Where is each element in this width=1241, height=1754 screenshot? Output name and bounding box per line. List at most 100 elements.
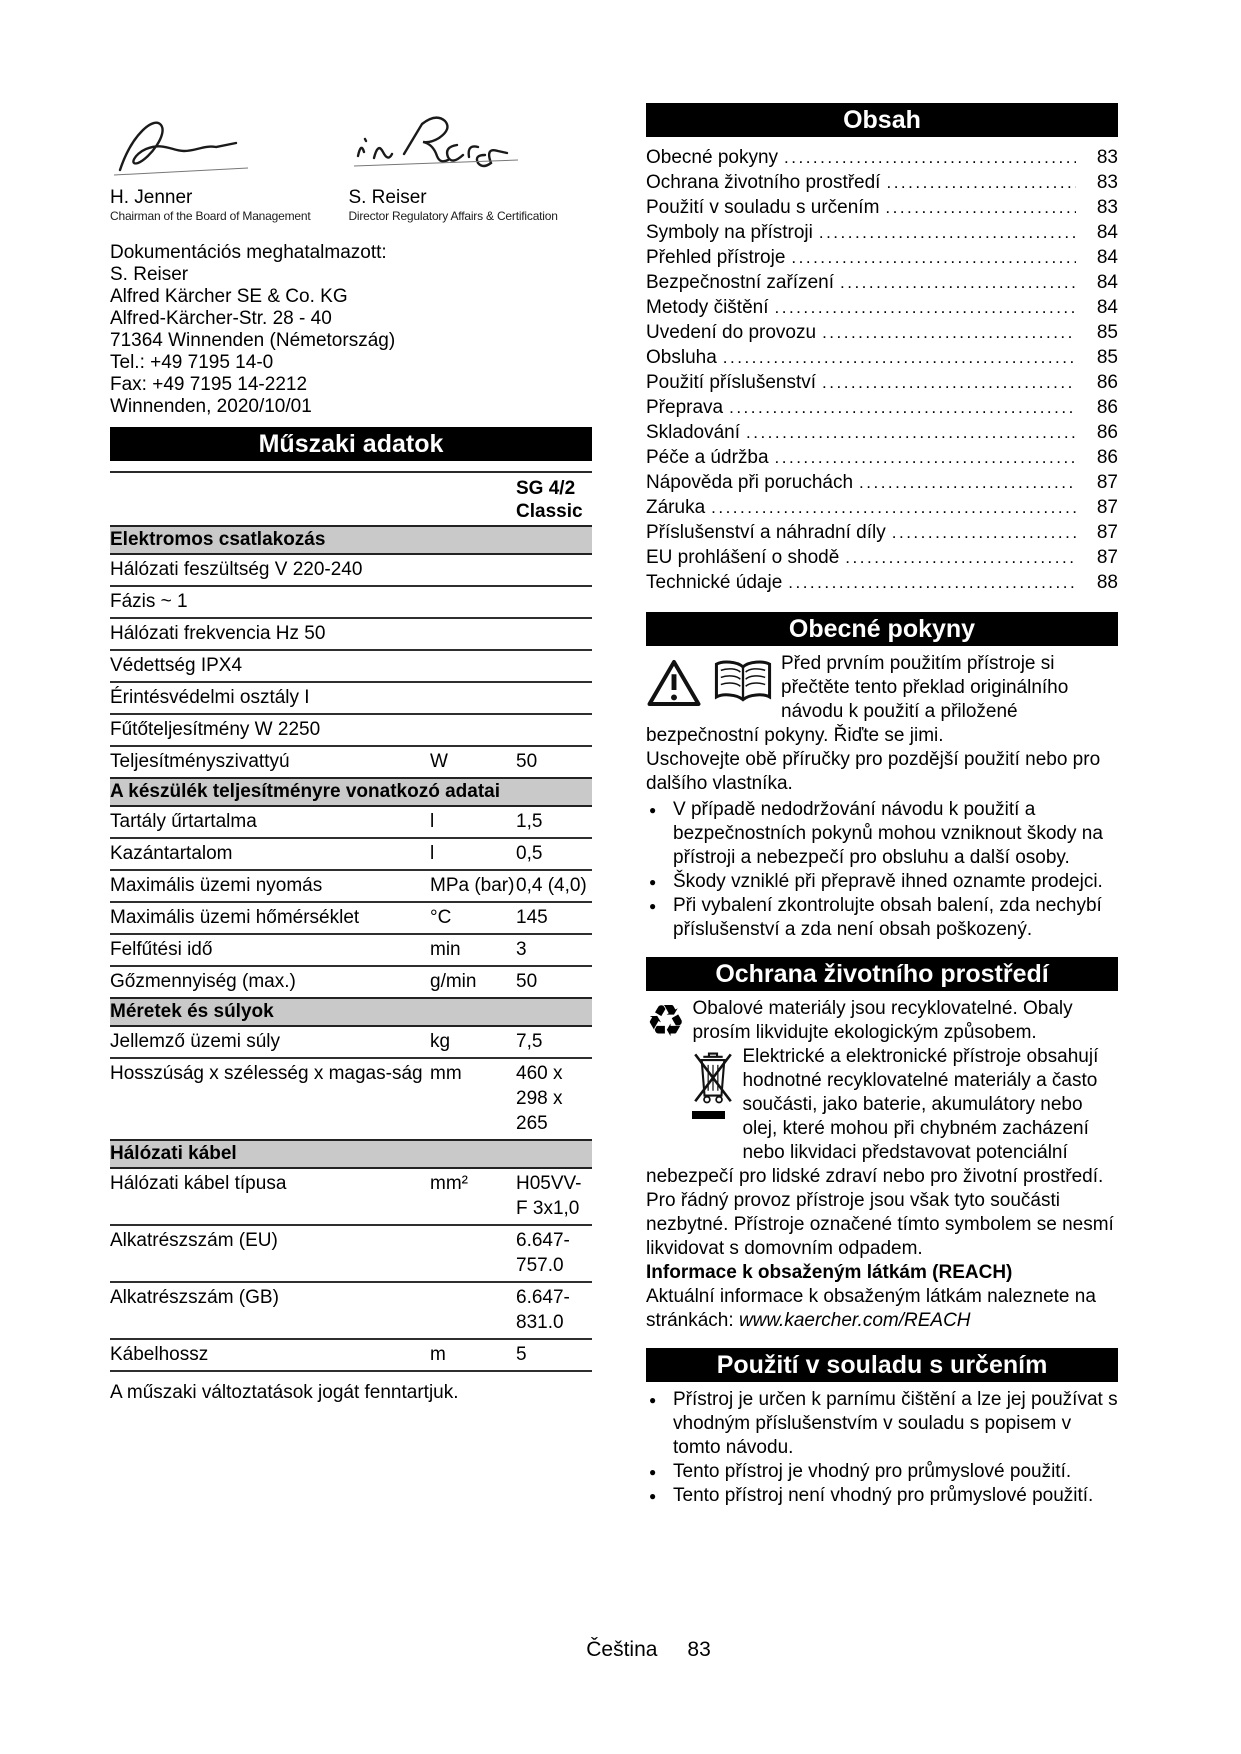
environment-header-bar: Ochrana životního prostředí xyxy=(646,957,1118,991)
toc-dot-leader xyxy=(729,398,1076,418)
toc-entry-label: Přeprava xyxy=(646,397,724,418)
address-line: Winnenden, 2020/10/01 xyxy=(110,396,312,417)
spec-label: A készülék teljesítményre vonatkozó adat… xyxy=(110,781,501,802)
general-notes-header-bar: Obecné pokyny xyxy=(646,612,1118,646)
spec-unit: kg xyxy=(430,1031,451,1052)
spec-value: 7,5 xyxy=(516,1031,543,1052)
toc-dot-leader xyxy=(819,223,1076,243)
table-row: Felfűtési idő min 3 xyxy=(110,935,592,967)
spec-label: Alkatrészszám (EU) xyxy=(110,1230,278,1251)
list-item: Při vybalení zkontrolujte obsah balení, … xyxy=(646,894,1118,942)
weee-icon-block xyxy=(692,1048,736,1144)
spec-unit: l xyxy=(430,811,435,832)
spec-label: Fázis ~ 1 xyxy=(110,591,188,612)
toc-entry-label: Skladování xyxy=(646,422,741,443)
toc-entry: Nápověda při poruchách 87 xyxy=(646,472,1118,497)
intended-use-header-bar: Použití v souladu s určením xyxy=(646,1348,1118,1382)
toc-dot-leader xyxy=(784,148,1076,168)
address-line: S. Reiser xyxy=(110,264,189,285)
spec-unit: mm xyxy=(430,1063,462,1084)
toc-entry: Obecné pokyny 83 xyxy=(646,147,1118,172)
spec-unit xyxy=(430,1285,516,1335)
weee-black-bar-icon xyxy=(692,1111,726,1119)
spec-unit: W xyxy=(430,751,448,772)
general-notes-bullet-list: V případě nedodržování návodu k použití … xyxy=(646,798,1118,942)
toc-page-number: 86 xyxy=(1096,447,1118,468)
tech-data-table: SG 4/2 Classic Elektromos csatlakozás Há… xyxy=(110,471,592,1372)
address-line: Alfred Kärcher SE & Co. KG xyxy=(110,286,348,307)
toc-dot-leader xyxy=(775,448,1076,468)
reach-url: www.kaercher.com/REACH xyxy=(738,1310,971,1331)
recycling-symbol-icon: ♻ xyxy=(646,996,686,1047)
toc-entry: Použití příslušenství 86 xyxy=(646,372,1118,397)
toc-page-number: 87 xyxy=(1096,472,1118,493)
toc-dot-leader xyxy=(822,373,1076,393)
model-name-line2: Classic xyxy=(516,501,583,522)
table-row: Tartály űrtartalma l 1,5 xyxy=(110,807,592,839)
list-item: V případě nedodržování návodu k použití … xyxy=(646,798,1118,870)
toc-entry-label: Přehled přístroje xyxy=(646,247,786,268)
spec-label: Fűtőteljesítmény W 2250 xyxy=(110,719,321,740)
spec-value: 5 xyxy=(516,1344,527,1365)
table-row: Kazántartalom l 0,5 xyxy=(110,839,592,871)
spec-label: Maximális üzemi nyomás xyxy=(110,875,323,896)
table-row: Jellemző üzemi súly kg 7,5 xyxy=(110,1027,592,1059)
toc-page-number: 85 xyxy=(1096,322,1118,343)
spec-value: 6.647-831.0 xyxy=(516,1287,570,1333)
spec-value: 3 xyxy=(516,939,527,960)
toc-entry-label: Technické údaje xyxy=(646,572,783,593)
table-row: Fázis ~ 1 xyxy=(110,587,592,619)
spec-value: 0,5 xyxy=(516,843,543,864)
toc-dot-leader xyxy=(746,423,1076,443)
toc-entry-label: Symboly na přístroji xyxy=(646,222,813,243)
toc-page-number: 86 xyxy=(1096,422,1118,443)
spec-label: Hálózati feszültség V 220-240 xyxy=(110,559,363,580)
toc-entry-label: Péče a údržba xyxy=(646,447,769,468)
general-notes-icons xyxy=(646,656,774,718)
signature-jenner: H. Jenner Chairman of the Board of Manag… xyxy=(110,112,311,224)
spec-label: Hálózati kábel típusa xyxy=(110,1173,287,1194)
toc-entry: Symboly na přístroji 84 xyxy=(646,222,1118,247)
toc-dot-leader xyxy=(723,348,1076,368)
spec-unit: m xyxy=(430,1344,446,1365)
toc-dot-leader xyxy=(711,498,1076,518)
toc-page-number: 84 xyxy=(1096,272,1118,293)
toc-dot-leader xyxy=(791,248,1076,268)
signatory-name: S. Reiser xyxy=(348,187,427,208)
spec-label: Kábelhossz xyxy=(110,1344,209,1365)
crossed-out-bin-icon xyxy=(694,1052,733,1104)
table-row: Teljesítményszivattyú W 50 xyxy=(110,747,592,779)
spec-value: 50 xyxy=(516,751,538,772)
table-row: Kábelhossz m 5 xyxy=(110,1340,592,1372)
reach-text: Aktuální informace k obsaženým látkám na… xyxy=(646,1286,1096,1331)
toc-dot-leader xyxy=(892,523,1076,543)
signatory-title: Chairman of the Board of Management xyxy=(110,209,311,223)
spec-unit: g/min xyxy=(430,971,477,992)
spec-label: Maximális üzemi hőmérséklet xyxy=(110,907,360,928)
toc-entry-label: Bezpečnostní zařízení xyxy=(646,272,834,293)
toc-entry: Příslušenství a náhradní díly 87 xyxy=(646,522,1118,547)
toc-entry: Záruka 87 xyxy=(646,497,1118,522)
table-row: Hálózati feszültség V 220-240 xyxy=(110,555,592,587)
toc-page-number: 83 xyxy=(1096,197,1118,218)
signatory-name: H. Jenner xyxy=(110,187,193,208)
spec-label: Elektromos csatlakozás xyxy=(110,529,326,550)
toc-entry-label: EU prohlášení o shodě xyxy=(646,547,840,568)
general-keep-manuals-paragraph: Uschovejte obě příručky pro pozdější pou… xyxy=(646,749,1101,794)
page-footer: Čeština 83 xyxy=(0,1638,1241,1662)
toc-page-number: 83 xyxy=(1096,147,1118,168)
spec-unit xyxy=(430,1228,516,1278)
tech-data-header-bar: Műszaki adatok xyxy=(110,427,592,461)
toc-page-number: 87 xyxy=(1096,547,1118,568)
spec-label: Hosszúság x szélesség x magas-ság xyxy=(110,1063,423,1084)
spec-unit: MPa (bar) xyxy=(430,875,515,896)
spec-value: H05VV-F 3x1,0 xyxy=(516,1173,582,1219)
table-row: Alkatrészszám (GB) 6.647-831.0 xyxy=(110,1283,592,1340)
table-rows: Elektromos csatlakozás Hálózati feszülts… xyxy=(110,525,592,1372)
toc-page-number: 86 xyxy=(1096,372,1118,393)
list-item: Škody vzniklé při přepravě ihned oznamte… xyxy=(646,870,1118,894)
environment-section: ♻ Obalové materiály jsou recyklovatelné.… xyxy=(646,997,1118,1333)
toc-page-number: 87 xyxy=(1096,497,1118,518)
packaging-recyclable-paragraph: Obalové materiály jsou recyklovatelné. O… xyxy=(692,998,1073,1043)
address-line: Dokumentációs meghatalmazott: xyxy=(110,242,387,263)
